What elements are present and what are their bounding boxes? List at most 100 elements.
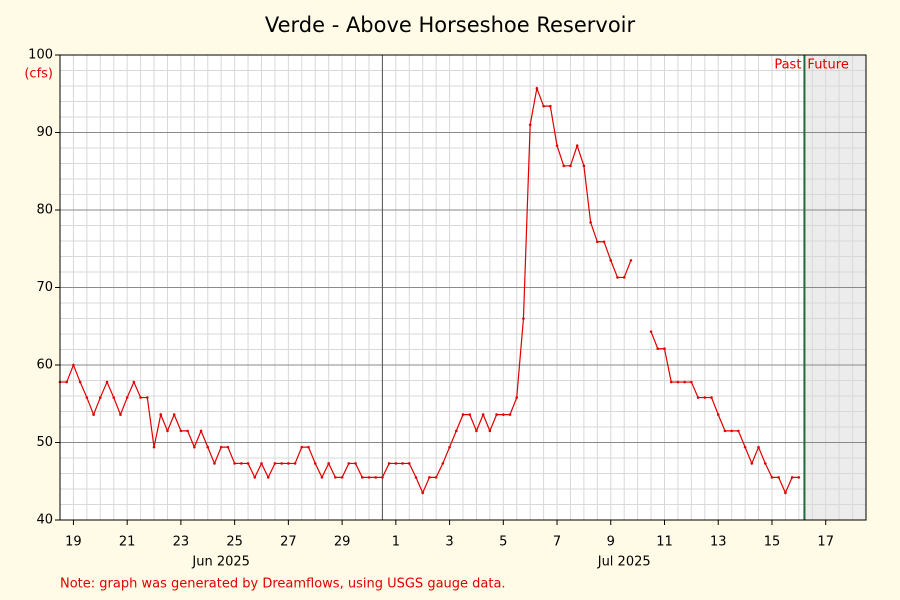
data-point — [334, 476, 337, 479]
data-point — [710, 396, 713, 399]
data-point — [555, 144, 559, 147]
data-point — [535, 87, 539, 90]
plot-frame — [59, 54, 867, 521]
y-tick-label: 80 — [36, 203, 53, 218]
data-point — [629, 259, 633, 262]
data-point — [562, 164, 566, 168]
data-point — [354, 462, 357, 465]
month-label: Jun 2025 — [191, 555, 250, 570]
data-point — [468, 413, 472, 416]
chart-title: Verde - Above Horseshoe Reservoir — [265, 13, 636, 37]
data-point — [340, 476, 344, 479]
data-point — [589, 221, 592, 224]
data-point — [287, 462, 290, 465]
data-point — [125, 396, 129, 399]
data-point — [784, 491, 787, 495]
data-point — [347, 462, 351, 465]
data-point — [414, 476, 418, 479]
x-tick-label: 11 — [656, 535, 673, 550]
data-point — [696, 396, 700, 399]
data-point — [502, 413, 505, 416]
data-point — [112, 396, 116, 399]
data-point — [441, 462, 445, 465]
data-point — [515, 396, 519, 399]
data-point — [360, 476, 364, 479]
data-point — [146, 396, 149, 399]
data-point — [602, 240, 606, 244]
data-point — [716, 413, 720, 416]
data-point — [723, 429, 727, 433]
y-tick-label: 100 — [28, 48, 53, 63]
x-tick-label: 7 — [553, 535, 561, 550]
data-point — [293, 462, 297, 465]
data-point — [575, 144, 579, 147]
data-point — [199, 429, 203, 433]
y-tick-label: 50 — [36, 435, 53, 450]
data-point — [676, 380, 680, 384]
x-tick-label: 25 — [226, 535, 243, 550]
data-point — [434, 476, 438, 479]
data-point — [750, 462, 754, 465]
data-point — [260, 462, 263, 465]
data-point — [374, 476, 377, 479]
data-point — [649, 330, 653, 333]
y-tick-label: 90 — [36, 125, 53, 140]
x-tick-label: 27 — [280, 535, 297, 550]
note: Note: graph was generated by Dreamflows,… — [60, 577, 506, 592]
data-point — [119, 413, 122, 416]
data-point — [730, 429, 733, 433]
data-point — [656, 347, 660, 351]
data-point — [72, 363, 75, 367]
data-point — [495, 413, 498, 416]
data-point — [313, 462, 317, 465]
x-tick-label: 13 — [710, 535, 727, 550]
data-point — [233, 462, 236, 465]
x-tick-label: 5 — [499, 535, 507, 550]
data-point — [320, 476, 324, 479]
data-point — [596, 240, 599, 244]
data-point — [206, 445, 210, 449]
data-point — [616, 276, 619, 279]
x-tick-label: 15 — [764, 535, 781, 550]
data-point — [152, 445, 156, 449]
data-point — [488, 429, 492, 433]
y-tick-label: 70 — [36, 280, 53, 295]
data-point — [481, 413, 485, 416]
x-tick-label: 29 — [334, 535, 351, 550]
data-point — [401, 462, 404, 465]
past-label: Past — [774, 58, 801, 73]
data-point — [622, 276, 626, 279]
data-point — [770, 476, 774, 479]
data-point — [78, 380, 82, 384]
data-point — [461, 413, 465, 416]
x-tick-label: 9 — [607, 535, 615, 550]
data-point — [454, 429, 458, 433]
future-label: Future — [807, 58, 848, 73]
data-point — [273, 462, 277, 465]
data-point — [522, 317, 525, 320]
x-tick-label: 17 — [817, 535, 834, 550]
data-point — [549, 104, 552, 108]
data-point — [421, 491, 425, 495]
data-point — [266, 476, 270, 479]
data-point — [428, 476, 431, 479]
data-point — [186, 429, 189, 433]
y-tick-label: 40 — [36, 513, 53, 528]
data-point — [797, 476, 801, 479]
data-point — [663, 347, 666, 351]
data-point — [99, 396, 102, 399]
data-point — [179, 429, 183, 433]
data-point — [407, 462, 411, 465]
data-point — [65, 380, 69, 384]
x-tick-label: 21 — [119, 535, 136, 550]
data-point — [448, 445, 451, 449]
data-point — [683, 380, 686, 384]
y-axis-label: (cfs) — [24, 67, 53, 82]
data-point — [387, 462, 391, 465]
data-point — [226, 445, 230, 449]
data-point — [569, 164, 572, 168]
data-point — [743, 445, 747, 449]
data-point — [367, 476, 371, 479]
data-point — [172, 413, 176, 416]
data-point — [394, 462, 398, 465]
